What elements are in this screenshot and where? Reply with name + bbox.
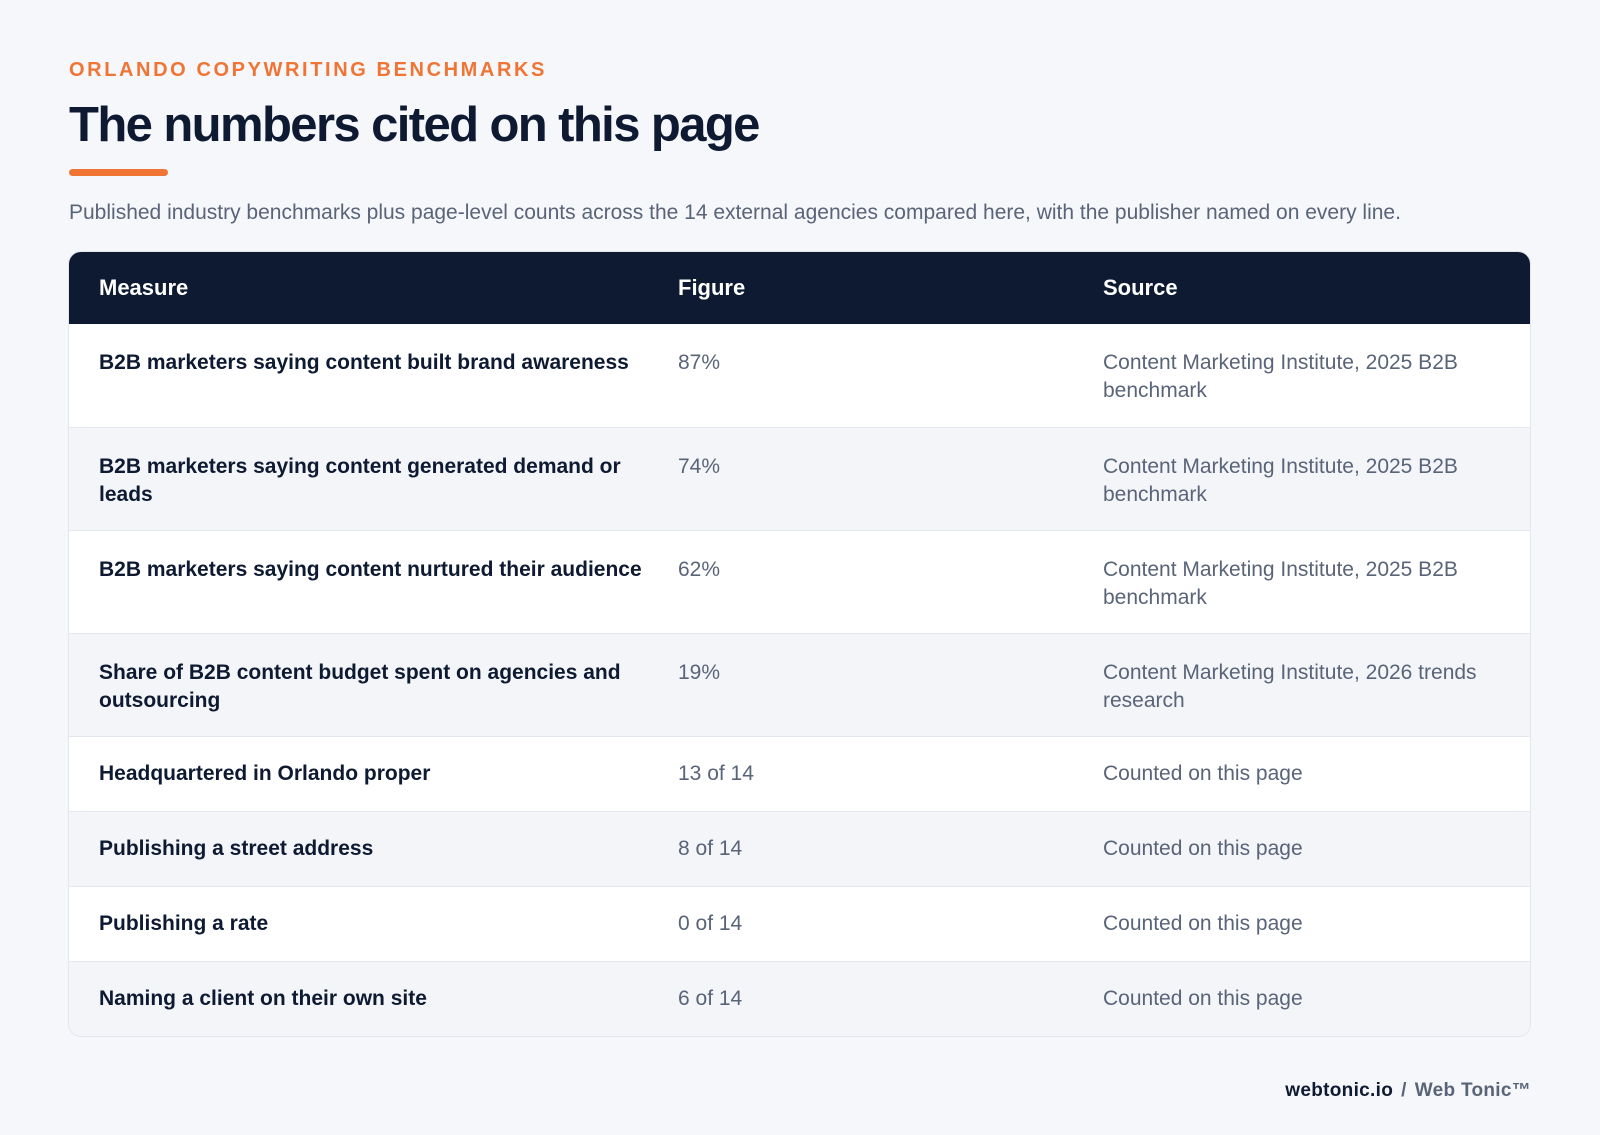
cell-source: Counted on this page: [1103, 837, 1303, 860]
table-row: B2B marketers saying content built brand…: [69, 324, 1530, 427]
table-row: Headquartered in Orlando proper 13 of 14…: [69, 736, 1530, 811]
footer-separator: /: [1401, 1080, 1407, 1101]
cell-measure: Share of B2B content budget spent on age…: [99, 661, 621, 712]
table-row: Naming a client on their own site 6 of 1…: [69, 961, 1530, 1036]
cell-figure: 0 of 14: [678, 912, 743, 935]
cell-source: Content Marketing Institute, 2025 B2B be…: [1103, 558, 1458, 609]
cell-measure: B2B marketers saying content built brand…: [99, 351, 629, 374]
cell-figure: 62%: [678, 558, 721, 581]
cell-figure: 19%: [678, 661, 721, 684]
cell-measure: Publishing a street address: [99, 837, 374, 860]
cell-figure: 74%: [678, 455, 721, 478]
cell-figure: 13 of 14: [678, 762, 754, 785]
cell-source: Counted on this page: [1103, 912, 1303, 935]
table-body: B2B marketers saying content built brand…: [69, 324, 1530, 1036]
column-header-figure: Figure: [678, 275, 746, 300]
cell-source: Counted on this page: [1103, 762, 1303, 785]
table-row: Publishing a rate 0 of 14 Counted on thi…: [69, 886, 1530, 961]
cell-measure: Publishing a rate: [99, 912, 269, 935]
table-row: Publishing a street address 8 of 14 Coun…: [69, 811, 1530, 886]
cell-measure: B2B marketers saying content nurtured th…: [99, 558, 642, 581]
cell-measure: B2B marketers saying content generated d…: [99, 455, 621, 506]
footer-domain: webtonic.io: [1285, 1080, 1394, 1101]
cell-source: Counted on this page: [1103, 987, 1303, 1010]
table-row: Share of B2B content budget spent on age…: [69, 633, 1530, 736]
cell-figure: 6 of 14: [678, 987, 743, 1010]
cell-measure: Naming a client on their own site: [99, 987, 427, 1010]
eyebrow-label: ORLANDO COPYWRITING BENCHMARKS: [69, 59, 547, 81]
cell-source: Content Marketing Institute, 2025 B2B be…: [1103, 455, 1458, 506]
table-row: B2B marketers saying content nurtured th…: [69, 530, 1530, 633]
benchmarks-table: Measure Figure Source B2B marketers sayi…: [69, 252, 1530, 1036]
cell-source: Content Marketing Institute, 2026 trends…: [1103, 661, 1477, 712]
table-header: Measure Figure Source: [69, 252, 1530, 324]
table-row: B2B marketers saying content generated d…: [69, 427, 1530, 530]
footer-brand: Web Tonic™: [1414, 1080, 1531, 1101]
cell-figure: 8 of 14: [678, 837, 743, 860]
cell-measure: Headquartered in Orlando proper: [99, 762, 431, 785]
accent-rule: [69, 169, 168, 176]
cell-figure: 87%: [678, 351, 721, 374]
content-wrapper: ORLANDO COPYWRITING BENCHMARKS The numbe…: [69, 58, 1530, 1036]
column-header-measure: Measure: [99, 275, 189, 300]
footer-credit: webtonic.io / Web Tonic™: [1285, 1080, 1531, 1102]
cell-source: Content Marketing Institute, 2025 B2B be…: [1103, 351, 1458, 402]
intro-text: Published industry benchmarks plus page-…: [69, 201, 1401, 224]
page-title: The numbers cited on this page: [69, 98, 760, 152]
column-header-source: Source: [1103, 275, 1178, 300]
